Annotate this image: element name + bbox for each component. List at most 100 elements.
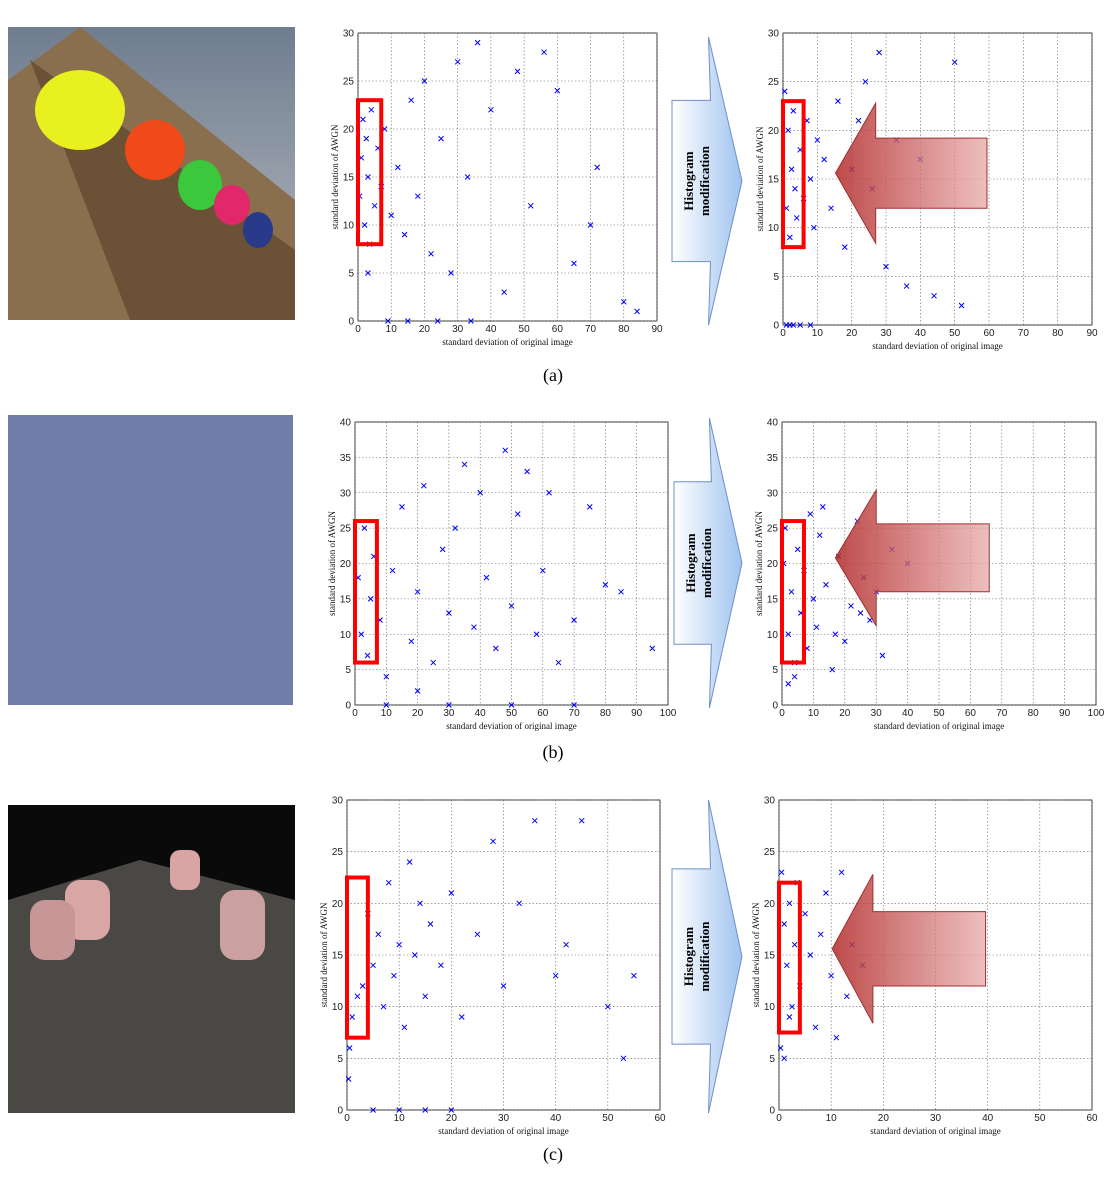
x-tick-label: 10 — [826, 1113, 838, 1124]
x-tick-label: 60 — [552, 324, 564, 335]
x-tick-label: 60 — [965, 708, 977, 719]
x-tick-label: 60 — [983, 328, 995, 339]
x-tick-label: 30 — [880, 328, 892, 339]
x-tick-label: 0 — [779, 708, 785, 719]
y-tick-label: 5 — [772, 665, 778, 676]
y-tick-label: 40 — [767, 418, 779, 429]
x-tick-label: 10 — [386, 324, 398, 335]
arrow-label-line: modification — [697, 145, 712, 216]
y-tick-label: 0 — [769, 1106, 775, 1117]
y-tick-label: 0 — [348, 317, 354, 328]
x-tick-label: 50 — [949, 328, 961, 339]
y-tick-label: 30 — [343, 29, 355, 40]
x-tick-label: 0 — [780, 328, 786, 339]
y-axis-label: standard deviation of AWGN — [319, 902, 329, 1008]
y-tick-label: 25 — [768, 77, 780, 88]
x-tick-label: 20 — [419, 324, 431, 335]
x-axis-label: standard deviation of original image — [870, 1126, 1000, 1136]
x-axis-label: standard deviation of original image — [438, 1126, 568, 1136]
y-tick-label: 0 — [772, 701, 778, 712]
x-tick-label: 70 — [569, 708, 581, 719]
photo-caps — [8, 27, 295, 320]
x-axis-label: standard deviation of original image — [874, 721, 1004, 731]
figure: 0102030405060708090051015202530standard … — [0, 0, 1104, 1178]
y-tick-label: 30 — [340, 488, 352, 499]
x-tick-label: 0 — [355, 324, 361, 335]
y-tick-label: 5 — [769, 1054, 775, 1065]
x-tick-label: 20 — [446, 1113, 458, 1124]
y-tick-label: 25 — [767, 524, 779, 535]
x-tick-label: 40 — [550, 1113, 562, 1124]
y-tick-label: 15 — [768, 175, 780, 186]
x-tick-label: 50 — [519, 324, 531, 335]
y-tick-label: 30 — [332, 796, 344, 807]
x-tick-label: 20 — [846, 328, 858, 339]
y-tick-label: 5 — [773, 272, 779, 283]
x-tick-label: 30 — [930, 1113, 942, 1124]
y-tick-label: 15 — [340, 594, 352, 605]
x-tick-label: 10 — [808, 708, 820, 719]
arrow-label-line: Histogram — [681, 151, 696, 210]
y-tick-label: 10 — [332, 1002, 344, 1013]
x-tick-label: 10 — [812, 328, 824, 339]
y-tick-label: 40 — [340, 418, 352, 429]
x-tick-label: 50 — [933, 708, 945, 719]
x-tick-label: 50 — [1034, 1113, 1046, 1124]
y-tick-label: 10 — [767, 630, 779, 641]
x-tick-label: 20 — [412, 708, 424, 719]
x-tick-label: 90 — [1086, 328, 1098, 339]
x-tick-label: 60 — [1086, 1113, 1098, 1124]
x-tick-label: 30 — [452, 324, 464, 335]
x-tick-label: 90 — [651, 324, 663, 335]
x-tick-label: 80 — [1052, 328, 1064, 339]
x-tick-label: 10 — [381, 708, 393, 719]
x-tick-label: 60 — [537, 708, 549, 719]
y-tick-label: 20 — [332, 899, 344, 910]
y-tick-label: 0 — [345, 701, 351, 712]
panel-label: (c) — [543, 1144, 563, 1165]
y-tick-label: 10 — [768, 223, 780, 234]
y-tick-label: 15 — [767, 594, 779, 605]
y-tick-label: 15 — [332, 951, 344, 962]
y-tick-label: 25 — [340, 524, 352, 535]
y-tick-label: 20 — [764, 899, 776, 910]
arrow-label: Histogrammodification — [681, 921, 712, 992]
y-tick-label: 10 — [764, 1002, 776, 1013]
panel-label: (b) — [543, 742, 564, 763]
arrow-label-line: modification — [699, 527, 714, 598]
y-tick-label: 20 — [768, 126, 780, 137]
y-tick-label: 25 — [343, 77, 355, 88]
x-tick-label: 0 — [776, 1113, 782, 1124]
y-axis-label: standard deviation of AWGN — [330, 124, 340, 230]
y-tick-label: 5 — [337, 1054, 343, 1065]
x-tick-label: 10 — [394, 1113, 406, 1124]
y-tick-label: 20 — [343, 125, 355, 136]
y-axis-label: standard deviation of AWGN — [755, 126, 765, 232]
arrow-label: Histogrammodification — [681, 145, 712, 216]
x-tick-label: 70 — [996, 708, 1008, 719]
y-tick-label: 30 — [767, 488, 779, 499]
x-tick-label: 80 — [1028, 708, 1040, 719]
y-tick-label: 20 — [767, 559, 779, 570]
arrow-label-line: modification — [697, 921, 712, 992]
photo-objects — [8, 805, 295, 1113]
x-tick-label: 60 — [654, 1113, 666, 1124]
x-tick-label: 40 — [915, 328, 927, 339]
y-axis-label: standard deviation of AWGN — [754, 511, 764, 617]
x-tick-label: 70 — [585, 324, 597, 335]
x-tick-label: 20 — [839, 708, 851, 719]
x-axis-label: standard deviation of original image — [872, 341, 1002, 351]
x-axis-label: standard deviation of original image — [442, 337, 572, 347]
y-tick-label: 20 — [340, 559, 352, 570]
x-tick-label: 100 — [1088, 708, 1104, 719]
x-tick-label: 80 — [618, 324, 630, 335]
y-tick-label: 25 — [332, 847, 344, 858]
x-tick-label: 70 — [1018, 328, 1030, 339]
x-tick-label: 30 — [443, 708, 455, 719]
x-tick-label: 0 — [352, 708, 358, 719]
y-tick-label: 15 — [764, 951, 776, 962]
x-tick-label: 80 — [600, 708, 612, 719]
y-tick-label: 25 — [764, 847, 776, 858]
x-tick-label: 40 — [902, 708, 914, 719]
